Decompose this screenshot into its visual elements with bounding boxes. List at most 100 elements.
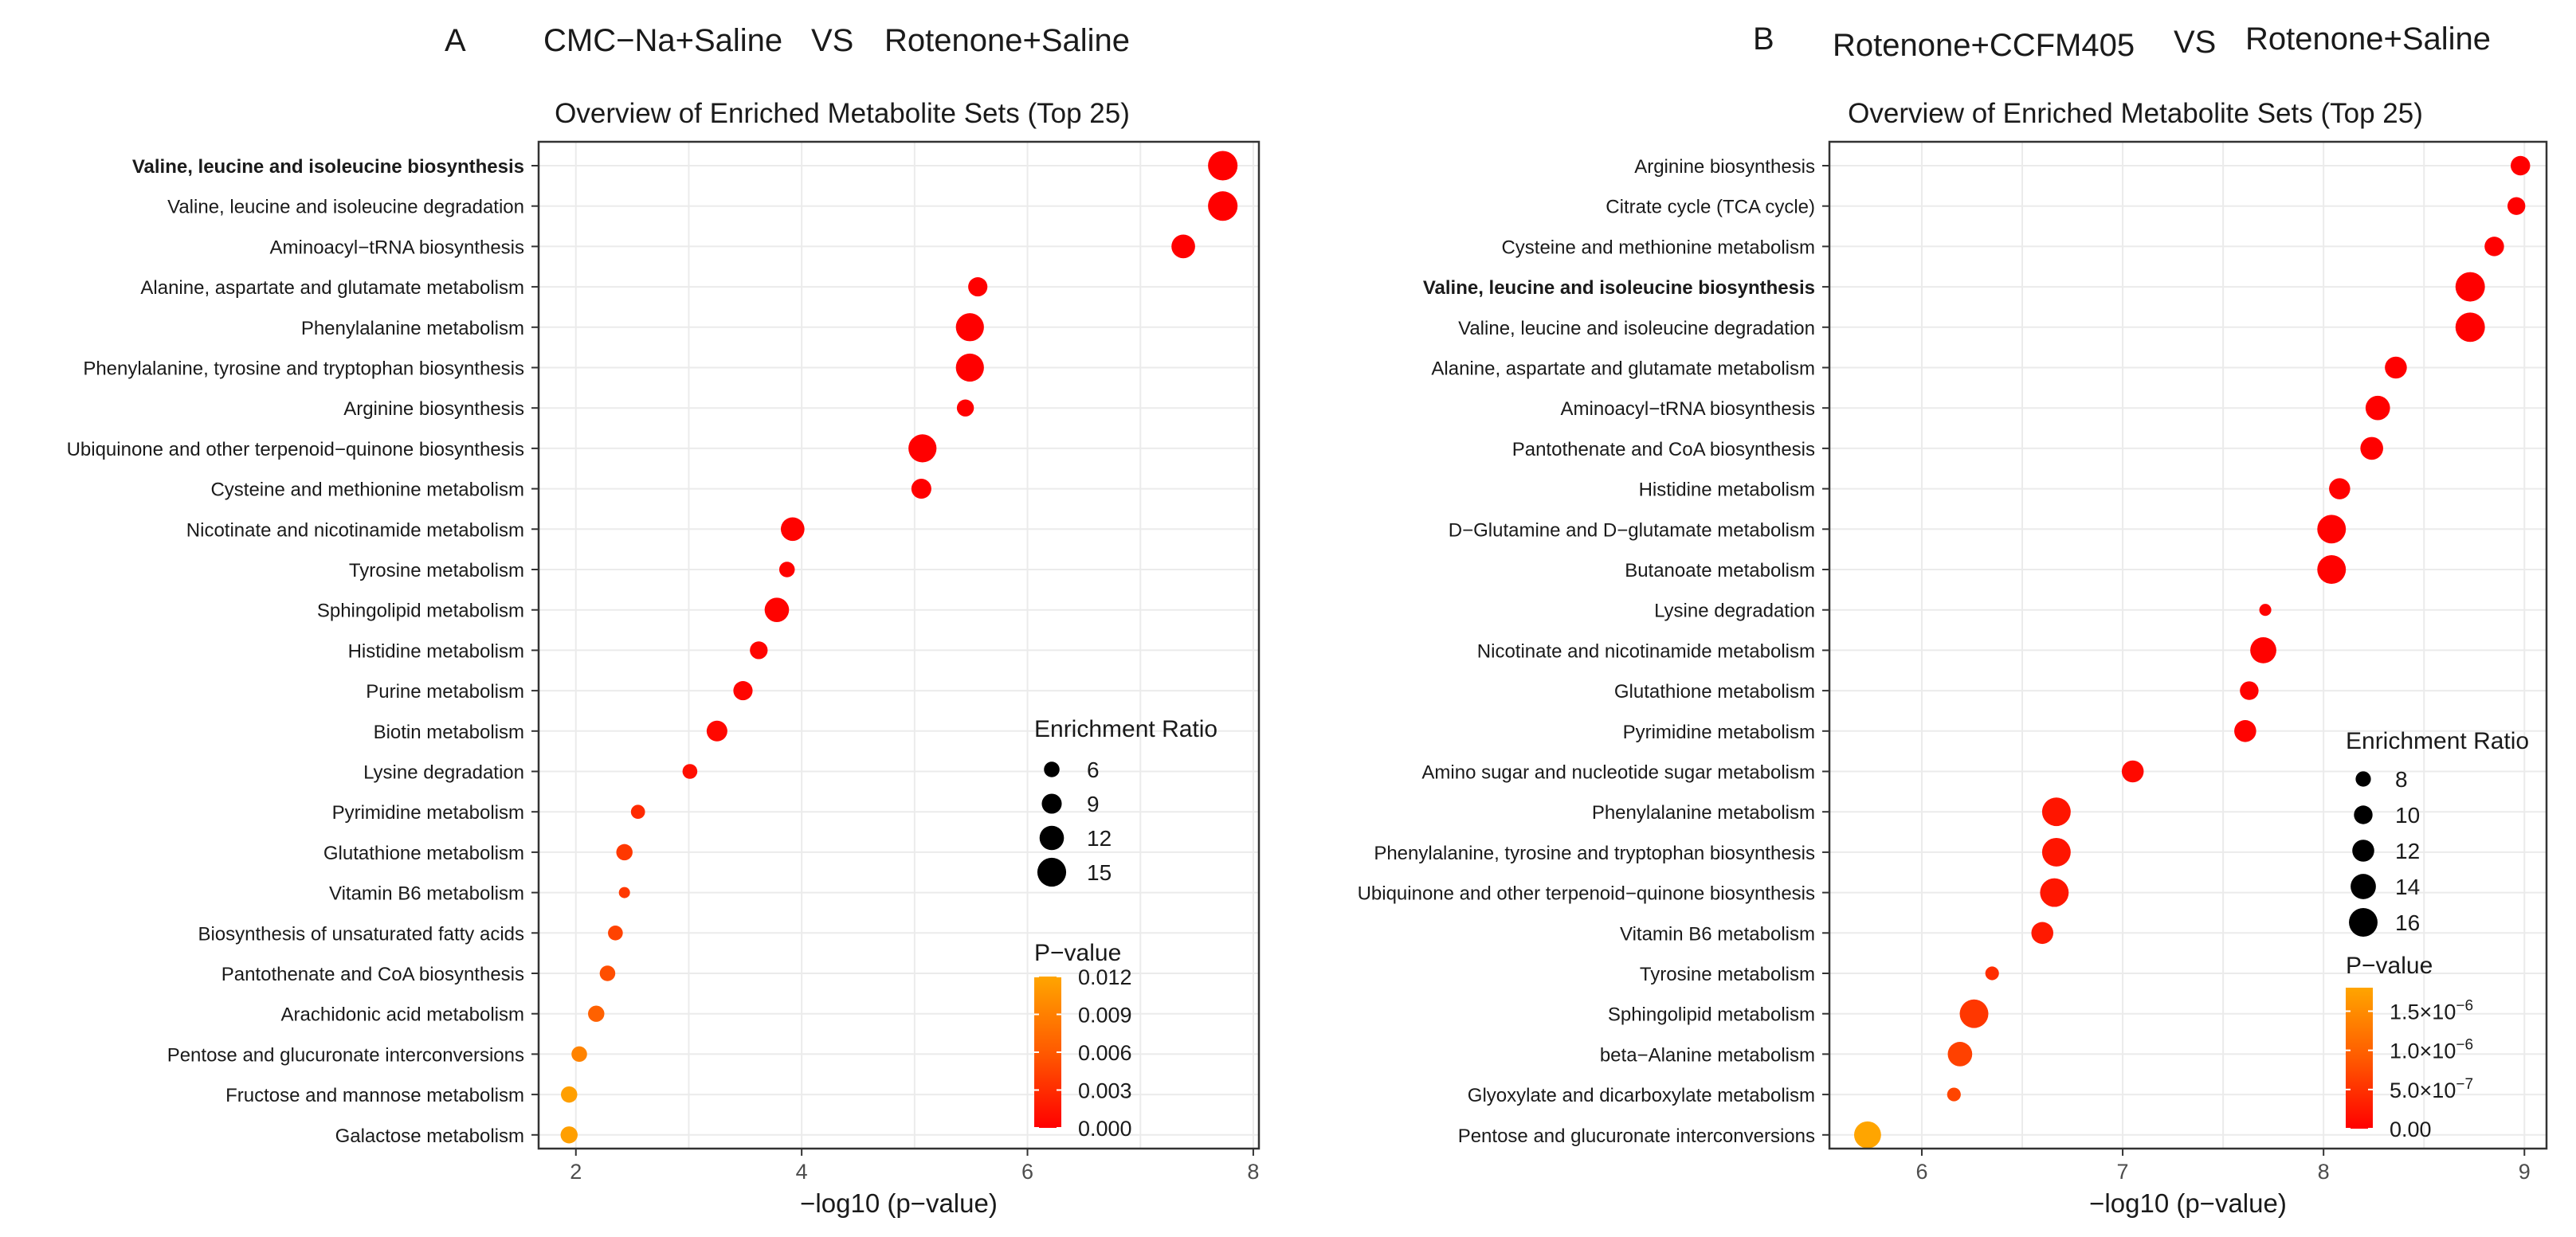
plot-area bbox=[1829, 142, 2547, 1149]
color-bar bbox=[2346, 988, 2373, 1129]
size-legend-key bbox=[2354, 805, 2373, 824]
y-tick-label: Nicotinate and nicotinamide metabolism bbox=[1477, 640, 1815, 662]
panel-a: A CMC−Na+Saline VS Rotenone+Saline Overv… bbox=[67, 23, 1261, 1218]
data-point bbox=[2507, 197, 2526, 215]
y-tick-label: Cysteine and methionine metabolism bbox=[210, 480, 524, 501]
y-tick-label: Valine, leucine and isoleucine degradati… bbox=[167, 197, 524, 218]
x-tick-label: 6 bbox=[1915, 1160, 1927, 1184]
size-legend-key bbox=[2352, 840, 2374, 862]
size-legend-label: 16 bbox=[2395, 910, 2420, 935]
y-tick-label: Tyrosine metabolism bbox=[349, 560, 524, 581]
data-point bbox=[2360, 436, 2383, 460]
y-tick-label: Valine, leucine and isoleucine biosynthe… bbox=[1423, 277, 1815, 299]
data-point bbox=[2250, 637, 2276, 664]
y-tick-label: Glutathione metabolism bbox=[1614, 681, 1815, 703]
y-tick-label: Cysteine and methionine metabolism bbox=[1501, 237, 1815, 258]
data-point bbox=[1853, 1121, 1881, 1149]
size-legend-label: 9 bbox=[1087, 792, 1100, 816]
data-point bbox=[955, 353, 984, 382]
size-legend-key bbox=[1039, 825, 1065, 851]
data-point bbox=[2365, 395, 2390, 421]
data-point bbox=[630, 804, 645, 820]
data-point bbox=[733, 681, 753, 701]
y-tick-label: Phenylalanine metabolism bbox=[301, 318, 524, 339]
color-legend-label: 0.012 bbox=[1078, 965, 1132, 989]
x-tick-label: 2 bbox=[570, 1160, 582, 1184]
y-tick-label: Phenylalanine metabolism bbox=[1592, 802, 1815, 824]
data-point bbox=[618, 887, 630, 898]
y-axis-labels: Arginine biosynthesis Citrate cycle (TCA … bbox=[1358, 156, 1815, 1147]
data-points bbox=[560, 151, 1238, 1144]
size-legend: Enrichment Ratio 8 10 12 14 16 bbox=[2346, 728, 2529, 937]
y-tick-label: Arginine biosynthesis bbox=[343, 398, 524, 420]
y-axis-ticks bbox=[531, 165, 539, 1136]
data-point bbox=[2484, 237, 2504, 256]
y-tick-label: Galactose metabolism bbox=[335, 1125, 524, 1147]
data-points bbox=[1853, 155, 2531, 1149]
data-point bbox=[750, 641, 768, 660]
color-legend-title: P−value bbox=[1034, 940, 1121, 966]
size-legend-label: 15 bbox=[1087, 860, 1112, 885]
data-point bbox=[2317, 555, 2347, 584]
data-point bbox=[955, 313, 984, 342]
y-tick-label: Pyrimidine metabolism bbox=[1623, 722, 1815, 743]
data-point bbox=[2031, 922, 2054, 945]
x-tick-label: 8 bbox=[2318, 1160, 2330, 1184]
size-legend-label: 12 bbox=[1087, 826, 1112, 851]
data-point bbox=[780, 517, 805, 542]
size-legend-label: 14 bbox=[2395, 875, 2420, 899]
y-tick-label: Biotin metabolism bbox=[374, 722, 524, 743]
y-tick-label: Alanine, aspartate and glutamate metabol… bbox=[1431, 358, 1815, 380]
x-tick-label: 6 bbox=[1021, 1160, 1033, 1184]
y-tick-label: Aminoacyl−tRNA biosynthesis bbox=[1561, 398, 1815, 420]
data-point bbox=[1947, 1042, 1973, 1067]
y-tick-label: Phenylalanine, tyrosine and tryptophan b… bbox=[83, 358, 524, 380]
size-legend-title: Enrichment Ratio bbox=[1034, 716, 1217, 742]
color-legend-exponent: −7 bbox=[2456, 1076, 2473, 1093]
data-point bbox=[561, 1086, 578, 1103]
size-legend-key bbox=[2355, 771, 2371, 787]
data-point bbox=[2511, 155, 2531, 176]
data-point bbox=[968, 277, 988, 297]
data-point bbox=[571, 1046, 587, 1063]
y-tick-label: Lysine degradation bbox=[363, 762, 524, 784]
grid-lines bbox=[1829, 142, 2547, 1149]
title-right: Rotenone+Saline bbox=[884, 23, 1130, 58]
title-left: CMC−Na+Saline bbox=[543, 23, 782, 58]
y-tick-label: Histidine metabolism bbox=[1639, 480, 1815, 501]
data-point bbox=[2259, 604, 2272, 617]
data-point bbox=[2234, 720, 2256, 742]
data-point bbox=[908, 434, 937, 463]
y-tick-label: Alanine, aspartate and glutamate metabol… bbox=[140, 277, 524, 299]
size-legend-label: 6 bbox=[1087, 757, 1100, 782]
data-point bbox=[2121, 760, 2144, 783]
color-legend-label: 0.006 bbox=[1078, 1041, 1132, 1065]
chart-subtitle: Overview of Enriched Metabolite Sets (To… bbox=[555, 98, 1130, 129]
color-legend: P−value 1.5×10−61.0×10−65.0×10−70.00 bbox=[2346, 953, 2473, 1141]
y-tick-label: Aminoacyl−tRNA biosynthesis bbox=[270, 237, 524, 258]
data-point bbox=[608, 925, 623, 941]
title-vs: VS bbox=[811, 23, 853, 58]
title-right: Rotenone+Saline bbox=[2245, 22, 2491, 57]
panel-letter: B bbox=[1753, 22, 1774, 57]
color-legend-exponent: −6 bbox=[2456, 998, 2473, 1015]
color-legend: P−value 0.012 0.009 0.006 0.003 0.000 bbox=[1034, 940, 1132, 1141]
data-point bbox=[2455, 272, 2485, 302]
y-tick-label: Tyrosine metabolism bbox=[1640, 964, 1815, 985]
size-legend-key bbox=[2349, 908, 2378, 937]
plot-border bbox=[537, 140, 1261, 1150]
size-legend-key bbox=[1041, 793, 1062, 814]
size-legend-key bbox=[1037, 857, 1067, 887]
x-tick-label: 4 bbox=[796, 1160, 808, 1184]
y-tick-label: Pantothenate and CoA biosynthesis bbox=[222, 964, 524, 985]
y-tick-label: Citrate cycle (TCA cycle) bbox=[1606, 197, 1815, 218]
y-tick-label: Pyrimidine metabolism bbox=[332, 802, 524, 824]
color-legend-label: 0.003 bbox=[1078, 1079, 1132, 1103]
y-tick-label: Pentose and glucuronate interconversions bbox=[167, 1044, 524, 1066]
data-point bbox=[1208, 191, 1238, 221]
color-legend-label: 0.000 bbox=[1078, 1117, 1132, 1141]
data-point bbox=[616, 844, 633, 861]
y-tick-label: Pantothenate and CoA biosynthesis bbox=[1512, 439, 1815, 460]
data-point bbox=[588, 1005, 605, 1022]
title-vs: VS bbox=[2174, 25, 2216, 60]
